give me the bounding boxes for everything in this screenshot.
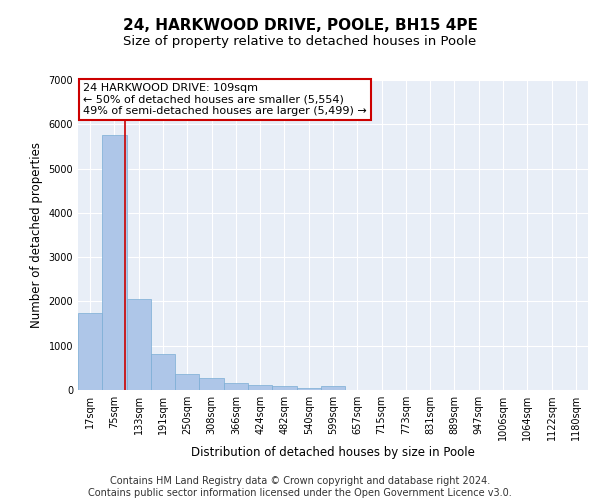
Text: Size of property relative to detached houses in Poole: Size of property relative to detached ho… [124,35,476,48]
Text: 24 HARKWOOD DRIVE: 109sqm
← 50% of detached houses are smaller (5,554)
49% of se: 24 HARKWOOD DRIVE: 109sqm ← 50% of detac… [83,83,367,116]
Text: Contains HM Land Registry data © Crown copyright and database right 2024.
Contai: Contains HM Land Registry data © Crown c… [88,476,512,498]
Bar [272,386,296,390]
Bar [199,378,224,390]
Bar [78,312,102,390]
Y-axis label: Number of detached properties: Number of detached properties [30,142,43,328]
Text: 24, HARKWOOD DRIVE, POOLE, BH15 4PE: 24, HARKWOOD DRIVE, POOLE, BH15 4PE [122,18,478,32]
Bar [175,374,199,390]
Bar [224,384,248,390]
Bar [127,299,151,390]
Bar [296,388,321,390]
Bar [321,386,345,390]
Bar [248,385,272,390]
X-axis label: Distribution of detached houses by size in Poole: Distribution of detached houses by size … [191,446,475,459]
Bar [102,136,127,390]
Bar [151,354,175,390]
